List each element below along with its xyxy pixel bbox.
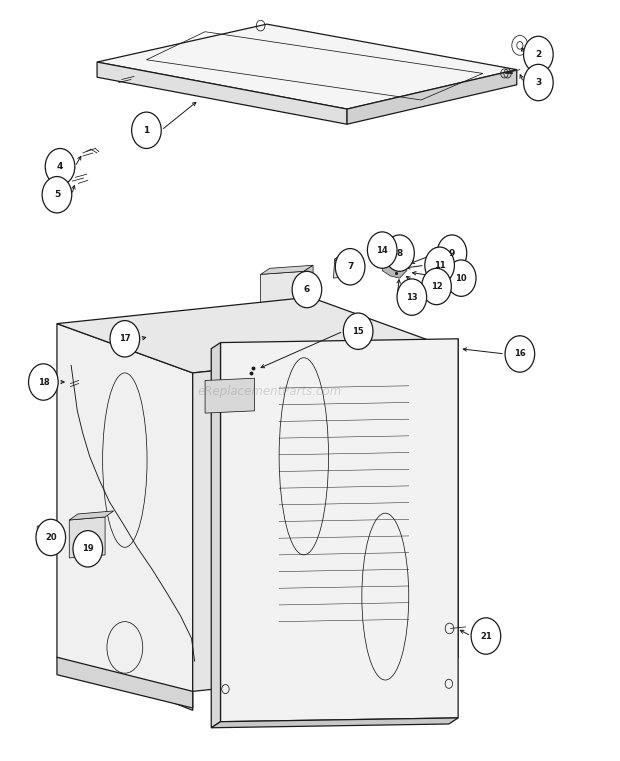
Circle shape (368, 232, 397, 269)
Text: 13: 13 (406, 292, 418, 301)
Polygon shape (221, 339, 458, 721)
Text: 2: 2 (535, 50, 541, 59)
Circle shape (446, 260, 476, 296)
Text: 4: 4 (57, 162, 63, 171)
Text: 19: 19 (82, 544, 94, 553)
Polygon shape (69, 517, 105, 558)
Text: 6: 6 (304, 285, 310, 294)
Polygon shape (69, 511, 113, 520)
Circle shape (523, 65, 553, 100)
Circle shape (36, 519, 66, 556)
Text: 11: 11 (434, 261, 446, 269)
Polygon shape (260, 272, 304, 309)
Polygon shape (57, 297, 446, 373)
Circle shape (523, 37, 553, 72)
Polygon shape (97, 24, 516, 109)
Text: 3: 3 (535, 78, 541, 87)
Polygon shape (382, 253, 407, 278)
Text: 14: 14 (376, 246, 388, 255)
Polygon shape (193, 346, 446, 692)
Polygon shape (57, 658, 193, 708)
Circle shape (471, 618, 501, 654)
Text: 18: 18 (38, 377, 49, 387)
Text: 15: 15 (352, 326, 364, 336)
Polygon shape (97, 62, 347, 124)
Polygon shape (260, 266, 313, 275)
Polygon shape (37, 523, 57, 546)
Text: 20: 20 (45, 533, 56, 542)
Polygon shape (211, 342, 221, 728)
Circle shape (397, 279, 427, 315)
Text: eReplacementParts.com: eReplacementParts.com (198, 385, 342, 398)
Text: 10: 10 (456, 274, 467, 282)
Polygon shape (211, 718, 458, 728)
Circle shape (505, 336, 534, 372)
Text: 1: 1 (143, 126, 149, 135)
Circle shape (425, 247, 454, 283)
Polygon shape (304, 266, 313, 306)
Polygon shape (334, 250, 352, 278)
Circle shape (110, 320, 140, 357)
Circle shape (422, 269, 451, 304)
Text: 21: 21 (480, 632, 492, 641)
Circle shape (335, 249, 365, 285)
Circle shape (131, 112, 161, 148)
Circle shape (437, 235, 467, 272)
Circle shape (42, 177, 72, 213)
Text: 9: 9 (449, 249, 455, 258)
Circle shape (73, 530, 103, 567)
Text: 8: 8 (396, 249, 402, 258)
Text: 17: 17 (119, 334, 131, 343)
Polygon shape (205, 378, 254, 413)
Circle shape (292, 272, 322, 307)
Text: 5: 5 (54, 190, 60, 199)
Polygon shape (57, 323, 193, 710)
Polygon shape (446, 339, 458, 665)
Text: 12: 12 (431, 282, 443, 291)
Circle shape (343, 313, 373, 349)
Circle shape (384, 235, 414, 272)
Polygon shape (347, 69, 516, 124)
Text: 16: 16 (514, 349, 526, 358)
Polygon shape (335, 253, 352, 273)
Circle shape (29, 364, 58, 400)
Text: 7: 7 (347, 263, 353, 271)
Circle shape (45, 148, 75, 185)
